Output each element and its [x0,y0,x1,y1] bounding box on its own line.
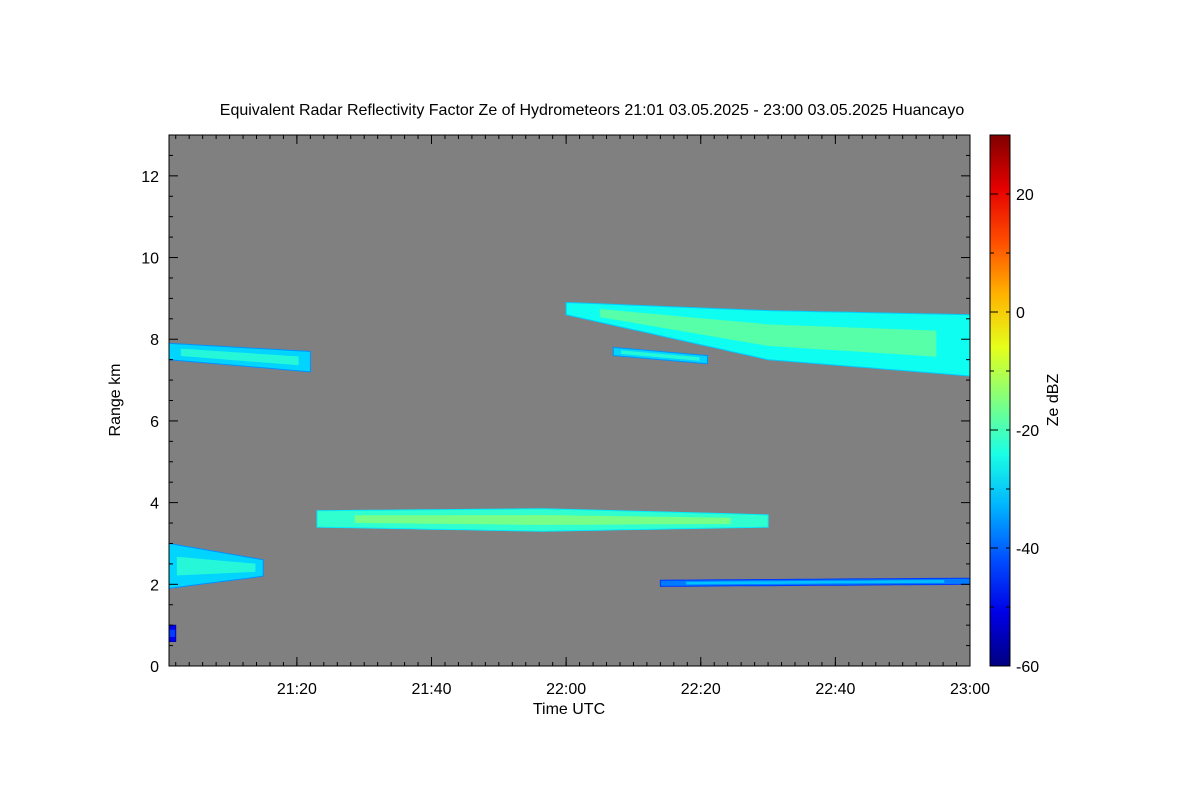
x-tick-label: 23:00 [950,681,990,698]
x-tick-label: 21:20 [277,681,317,698]
colorbar-tick-label: 20 [1016,187,1034,204]
plot-area: 21:20 21:40 22:00 22:20 22:40 23:00 0 2 4 6 8 10 12 [141,134,990,698]
y-tick-label: 6 [150,414,159,431]
x-tick-label: 22:40 [815,681,855,698]
colorbar-tick-label: -20 [1016,423,1039,440]
colorbar-gradient [989,134,1011,667]
y-tick-label: 2 [150,577,159,594]
echo-core-cirrus-upper [599,309,937,357]
x-axis-ticks: 21:20 21:40 22:00 22:20 22:40 23:00 [175,135,990,698]
echo-core-low-cloud-early [176,556,256,576]
colorbar-tick-label: -40 [1016,541,1039,558]
colorbar-label: Ze dBZ [1045,374,1062,427]
x-axis-label: Time UTC [533,701,605,718]
x-tick-label: 22:20 [681,681,721,698]
echo-core-cirrus-thin [621,350,700,361]
y-tick-label: 8 [150,332,159,349]
echo-layers [168,301,971,642]
colorbar-ticks: -60 -40 -20 0 20 [990,134,1039,676]
y-tick-label: 10 [141,251,159,268]
x-tick-label: 22:00 [546,681,586,698]
colorbar-tick-label: -60 [1016,659,1039,676]
colorbar-tick-label: 0 [1016,305,1025,322]
echo-core-early-upper [180,348,299,366]
x-tick-label: 21:40 [411,681,451,698]
y-axis-ticks: 0 2 4 6 8 10 12 [141,134,970,676]
chart-title: Equivalent Radar Reflectivity Factor Ze … [220,102,965,119]
y-axis-label: Range km [107,364,124,437]
echo-core-surface-echo [169,629,176,637]
y-tick-label: 12 [141,169,159,186]
echo-core-low-layer [686,580,945,585]
echo-core-mid-layer [354,515,731,525]
y-tick-label: 0 [150,659,159,676]
plot-background [169,135,970,666]
y-tick-label: 4 [150,496,159,513]
colorbar: -60 -40 -20 0 20 Ze dBZ [989,134,1062,676]
